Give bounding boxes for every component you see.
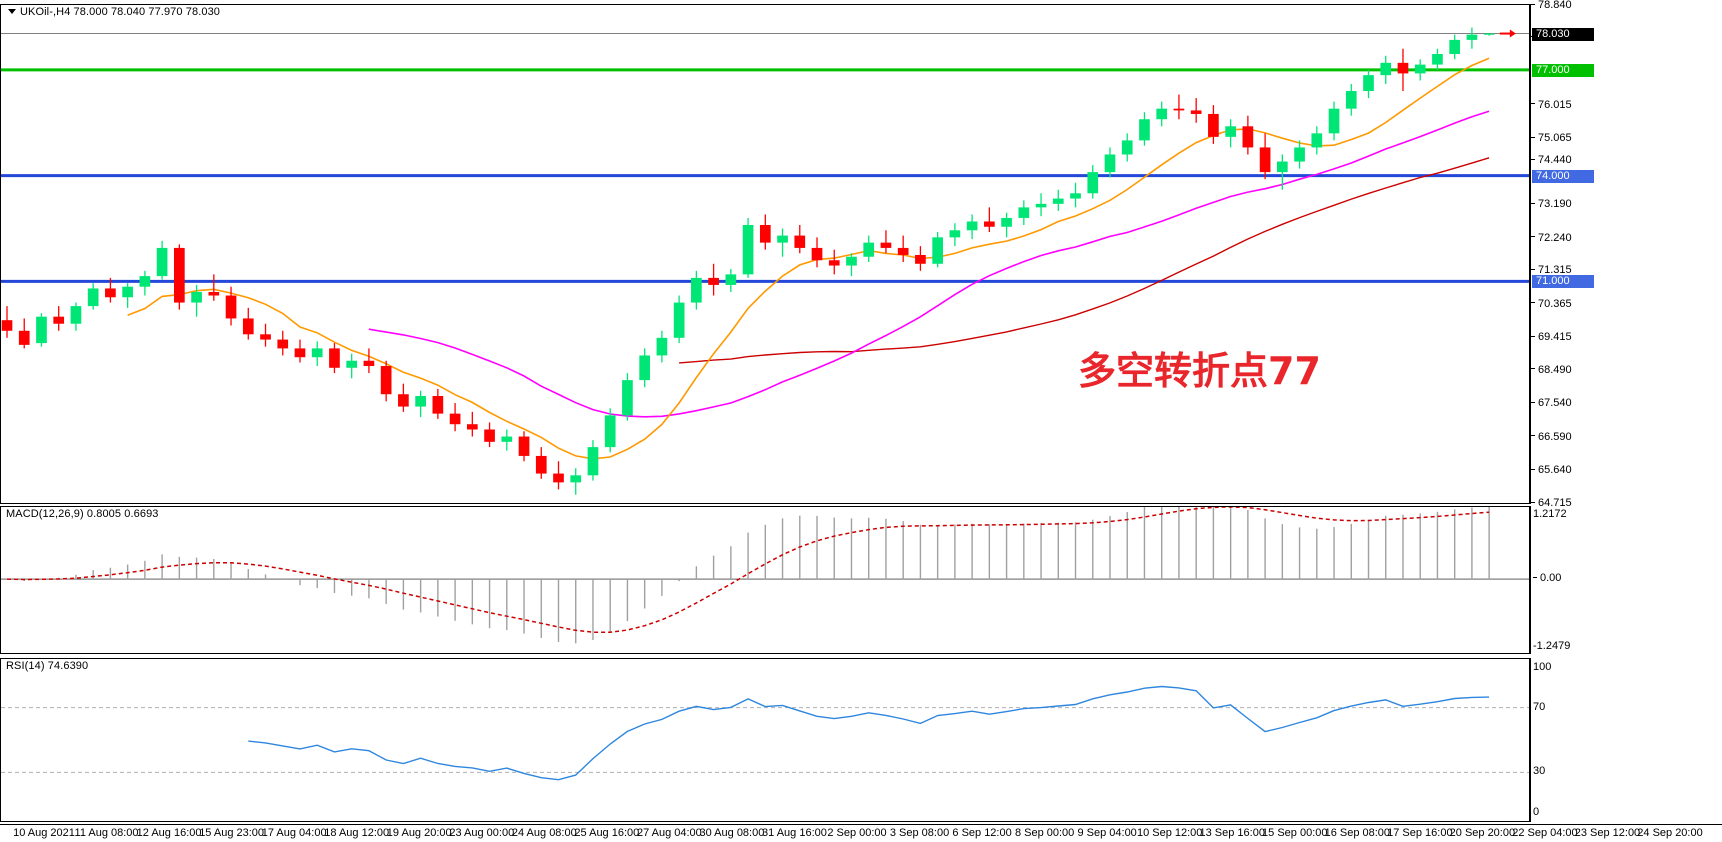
price-tick: 71.315 [1531,265,1572,276]
time-axis-label: 25 Aug 16:00 [574,827,640,839]
price-tick: 65.640 [1531,465,1572,476]
price-tag-current-price[interactable]: 78.030 [1532,27,1594,41]
rsi-tick: 30 [1533,765,1546,778]
symbol-caption: UKOil-,H4 78.000 78.040 77.970 78.030 [8,6,220,18]
triangle-down-icon[interactable] [8,8,16,14]
time-axis-label: 13 Sep 16:00 [1199,827,1265,839]
price-plot-area[interactable] [1,5,1529,503]
time-axis-label: 6 Sep 12:00 [952,827,1012,839]
time-axis-label: 17 Sep 16:00 [1387,827,1453,839]
time-axis-label: 10 Sep 12:00 [1136,827,1203,839]
time-axis-label: 20 Sep 20:00 [1449,827,1516,839]
time-axis-label: 10 Aug 2021 [13,827,75,839]
rsi-scale[interactable]: 100 70 30 0 [1530,658,1722,822]
macd-tick: -1.2479 [1533,640,1571,653]
time-axis-label: 18 Aug 12:00 [324,827,390,839]
time-axis-label: 23 Aug 00:00 [449,827,515,839]
time-axis-label: 12 Aug 16:00 [136,827,202,839]
macd-scale[interactable]: 1.2172 0.00 -1.2479 [1530,506,1722,654]
time-axis-label: 31 Aug 16:00 [762,827,827,839]
price-scale[interactable]: 78.84077.91576.01575.06574.44073.19072.2… [1530,0,1722,509]
time-axis-label: 11 Aug 08:00 [74,827,139,839]
time-axis-label: 24 Sep 20:00 [1637,827,1703,839]
time-axis-label: 17 Aug 04:00 [261,827,327,839]
price-tick: 70.365 [1531,298,1572,309]
price-tick: 78.840 [1531,0,1572,11]
price-tick: 72.240 [1531,232,1572,243]
time-axis[interactable]: 10 Aug 2021 11 Aug 08:00 12 Aug 16:00 15 Au… [0,824,1722,842]
rsi-tick: 0 [1533,806,1540,819]
symbol-caption-text: UKOil-,H4 78.000 78.040 77.970 78.030 [20,6,221,18]
time-axis-label: 15 Aug 23:00 [199,827,265,839]
price-tick: 64.715 [1531,498,1572,509]
time-axis-label: 30 Aug 08:00 [699,827,765,839]
rsi-tick: 70 [1533,700,1546,713]
price-candlestick-svg [1,27,1529,495]
time-axis-label: 15 Sep 00:00 [1262,827,1328,839]
time-axis-label: 19 Aug 20:00 [386,827,452,839]
macd-plot-area[interactable] [1,507,1529,653]
price-tick: 66.590 [1531,431,1572,442]
price-tag-level-71[interactable]: 71.000 [1532,275,1594,289]
price-chart-panel[interactable] [0,4,1530,504]
macd-tick: 1.2172 [1533,508,1567,521]
rsi-svg [1,685,1529,781]
price-tick: 76.015 [1531,99,1572,110]
macd-svg [1,507,1529,644]
time-axis-label: 27 Aug 04:00 [636,827,702,839]
rsi-caption: RSI(14) 74.6390 [6,660,89,672]
rsi-plot-area[interactable] [1,659,1529,821]
time-axis-label: 9 Sep 04:00 [1077,827,1137,839]
macd-caption: MACD(12,26,9) 0.8005 0.6693 [6,508,159,520]
rsi-tick: 100 [1533,661,1552,674]
price-tag-level-74[interactable]: 74.000 [1532,169,1594,183]
price-tick: 67.540 [1531,398,1572,409]
time-axis-label: 24 Aug 08:00 [511,827,577,839]
time-axis-label: 23 Sep 12:00 [1574,827,1641,839]
macd-panel[interactable] [0,506,1530,654]
price-tick: 73.190 [1531,199,1572,210]
macd-tick: 0.00 [1531,573,1561,584]
price-tick: 68.490 [1531,364,1572,375]
time-axis-label: 16 Sep 08:00 [1324,827,1391,839]
price-tick: 74.440 [1531,155,1572,166]
time-axis-label: 2 Sep 00:00 [827,827,887,839]
time-axis-label: 22 Sep 04:00 [1512,827,1578,839]
time-axis-label: 3 Sep 08:00 [889,827,950,839]
rsi-panel[interactable] [0,658,1530,822]
time-axis-label: 8 Sep 00:00 [1014,827,1075,839]
price-tick: 75.065 [1531,133,1572,144]
price-tick: 69.415 [1531,332,1572,343]
chart-annotation-text: 多空转折点77 [1078,349,1321,393]
price-tag-resistance-77[interactable]: 77.000 [1532,63,1594,77]
